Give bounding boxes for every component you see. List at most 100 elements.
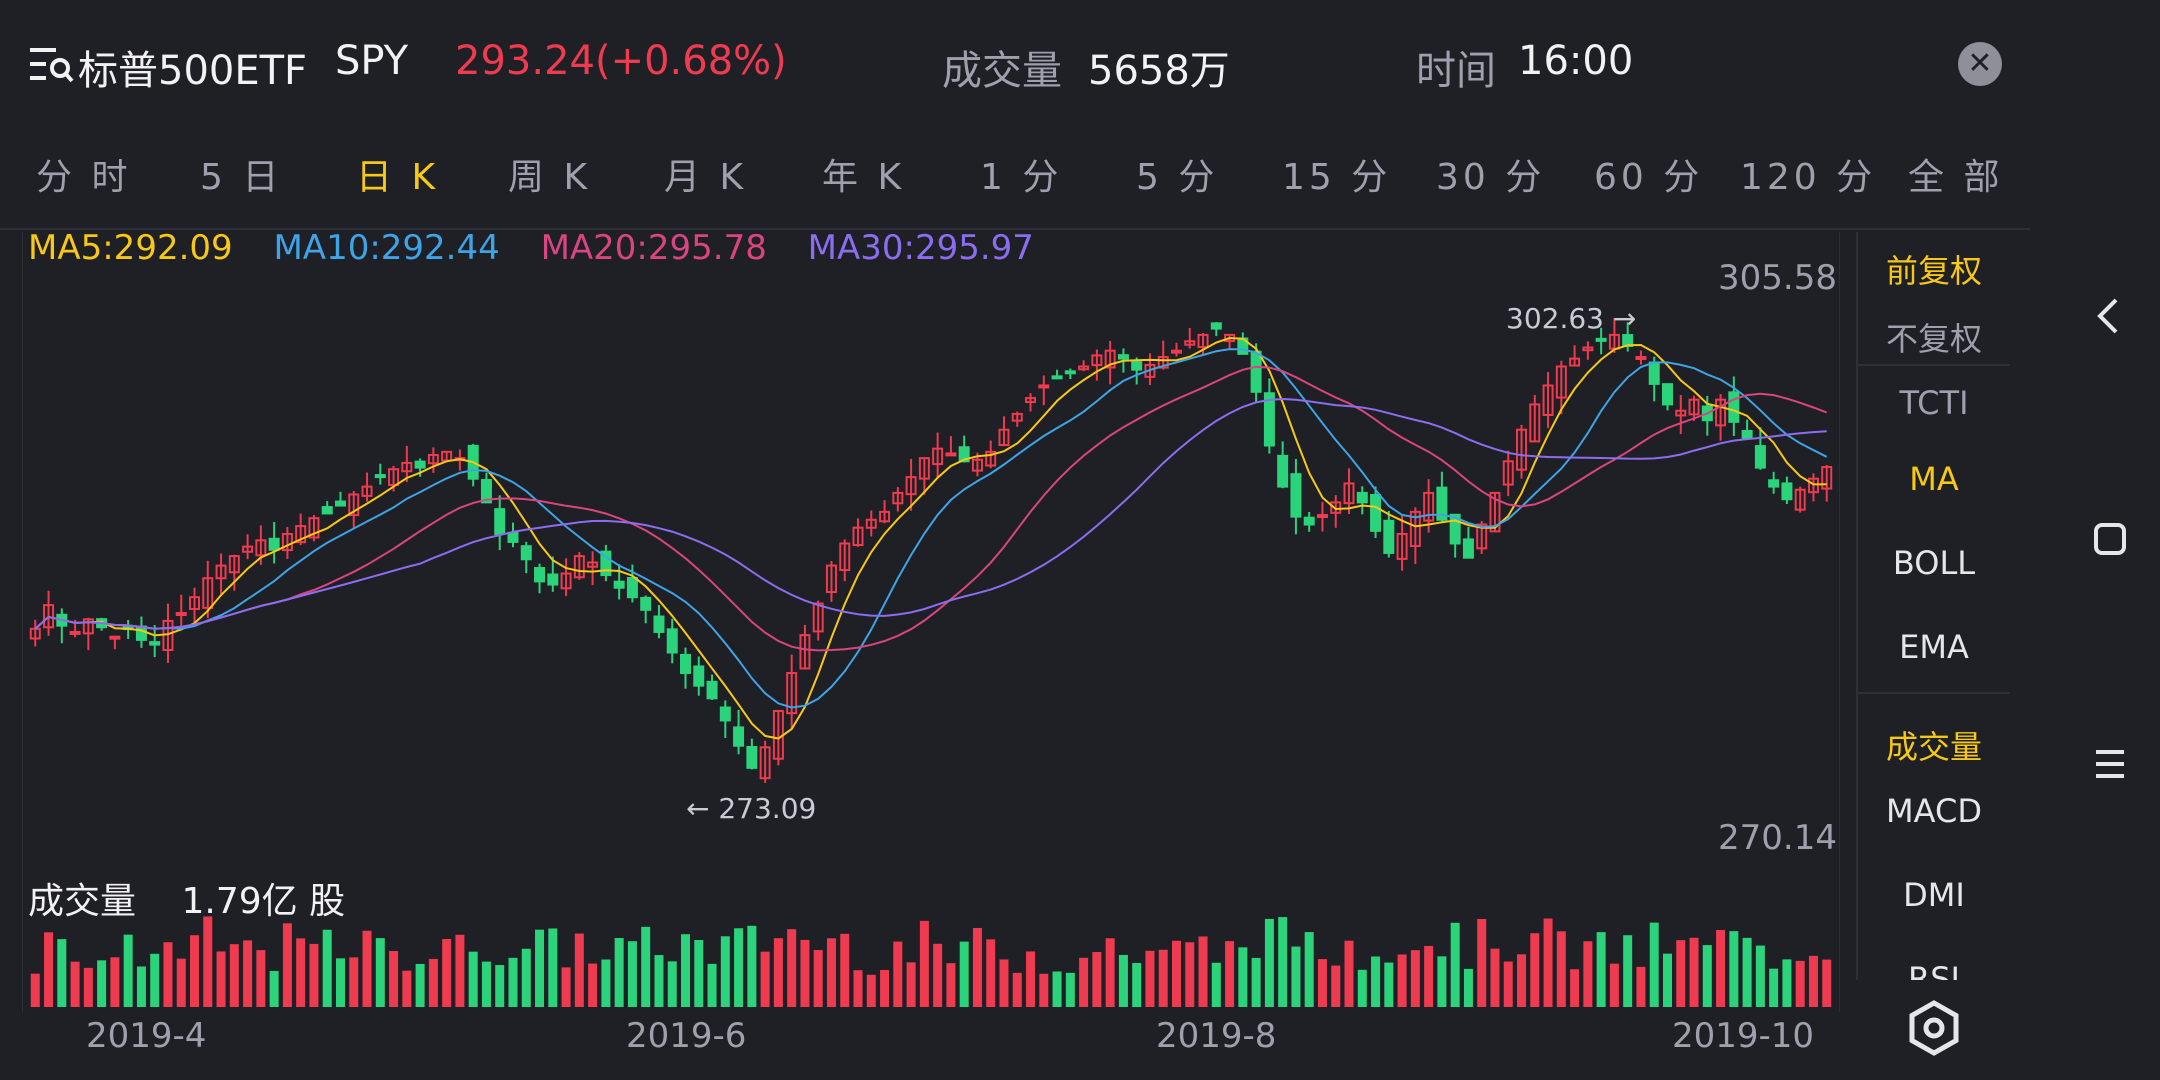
candle-body — [839, 542, 851, 572]
candle-body — [1436, 486, 1448, 521]
volume-bar — [190, 935, 200, 1007]
tab-item[interactable]: 120 分 — [1740, 157, 1877, 198]
menu-search-icon[interactable] — [30, 44, 74, 84]
recents-icon[interactable] — [2080, 734, 2140, 794]
indicator-tcti[interactable]: TCTI — [1899, 384, 1969, 422]
close-button[interactable]: ✕ — [1958, 42, 2002, 86]
volume-bar — [919, 920, 929, 1007]
volume-bar — [508, 957, 518, 1007]
candle-body — [1516, 428, 1528, 471]
price-change: 293.24(+0.68%) — [455, 38, 787, 84]
home-icon[interactable] — [2080, 510, 2140, 570]
candle-body — [1582, 346, 1594, 352]
candle-body — [1715, 398, 1727, 427]
settings-icon[interactable] — [1906, 1000, 1962, 1056]
volume-label: 成交量 — [942, 48, 1062, 94]
tab-item[interactable]: 周 K — [508, 157, 592, 198]
candle-body — [401, 461, 413, 473]
volume-bar — [1238, 947, 1248, 1007]
volume-bar — [1596, 932, 1606, 1007]
volume-bar — [296, 938, 306, 1007]
candle-body — [1754, 445, 1766, 469]
volume-bar — [1689, 937, 1699, 1007]
volume-bar — [309, 943, 319, 1007]
candle-body — [905, 476, 917, 496]
candle-body — [480, 479, 492, 504]
side-divider — [1858, 692, 2010, 694]
volume-bar — [455, 934, 465, 1007]
volume-bar — [1450, 922, 1460, 1007]
tab-item[interactable]: 1 分 — [980, 157, 1063, 198]
trough-annotation: ← 273.09 — [686, 792, 817, 825]
system-nav-bar — [2060, 0, 2160, 1080]
volume-bar — [243, 940, 253, 1007]
volume-bar — [1530, 933, 1540, 1007]
volume-bar — [44, 932, 54, 1007]
candle-body — [1157, 356, 1169, 369]
indicator-panel: 前复权 不复权 TCTI MA BOLL EMA 成交量 MACD DMI RS… — [1856, 232, 2010, 980]
volume-bar — [150, 953, 160, 1007]
candle-body — [1794, 488, 1806, 511]
volume-bar — [1702, 945, 1712, 1007]
tab-item[interactable]: 全 部 — [1908, 157, 2004, 198]
candle-body — [534, 567, 546, 583]
candle-body — [680, 653, 692, 675]
tab-item[interactable]: 30 分 — [1436, 157, 1546, 198]
candle-body — [1170, 349, 1182, 354]
candle-body — [520, 545, 532, 561]
volume-bar — [1171, 940, 1181, 1007]
indicator-boll[interactable]: BOLL — [1892, 544, 1976, 582]
time-label: 时间 — [1416, 48, 1496, 94]
candle-body — [1635, 356, 1647, 361]
tab-item[interactable]: 年 K — [822, 157, 906, 198]
indicator-volume[interactable]: 成交量 — [1885, 728, 1982, 766]
candle-body — [1648, 361, 1660, 385]
candle-body — [1555, 365, 1567, 399]
volume-bar — [1716, 929, 1726, 1007]
candle-body — [852, 526, 864, 547]
candle-body — [560, 572, 572, 590]
indicator-rsi[interactable]: RSI — [1908, 960, 1960, 980]
candle-body — [1675, 409, 1687, 417]
volume-bar — [442, 938, 452, 1007]
volume-bar — [1384, 962, 1394, 1007]
indicator-ema[interactable]: EMA — [1899, 628, 1969, 666]
date-label: 2019-10 — [1672, 1016, 1815, 1056]
tab-item[interactable]: 5 日 — [200, 157, 283, 198]
stock-symbol: SPY — [335, 38, 409, 84]
indicator-bufuquan[interactable]: 不复权 — [1885, 320, 1982, 358]
volume-bar — [1079, 957, 1089, 1007]
volume-bar — [1012, 972, 1022, 1007]
volume-bar — [256, 950, 266, 1007]
kline-chart[interactable] — [22, 232, 1840, 1012]
candle-body — [1091, 354, 1103, 367]
indicator-macd[interactable]: MACD — [1886, 792, 1982, 830]
volume-bar — [840, 933, 850, 1007]
indicator-dmi[interactable]: DMI — [1903, 876, 1965, 914]
volume-bar — [1344, 940, 1354, 1007]
volume-bar — [760, 951, 770, 1007]
tab-item[interactable]: 日 K — [356, 157, 440, 198]
candle-body — [1542, 384, 1554, 416]
tab-item[interactable]: 15 分 — [1282, 157, 1392, 198]
volume-bar — [720, 936, 730, 1007]
candle-body — [958, 446, 970, 463]
back-icon[interactable] — [2080, 286, 2140, 346]
volume-bar — [707, 963, 717, 1007]
volume-bar — [1463, 968, 1473, 1007]
candle-body — [1290, 473, 1302, 518]
date-label: 2019-6 — [626, 1016, 747, 1056]
ma5-label: MA5:292.09 — [28, 228, 233, 268]
tab-item[interactable]: 5 分 — [1136, 157, 1219, 198]
candle-body — [1064, 370, 1076, 375]
tab-item[interactable]: 60 分 — [1594, 157, 1704, 198]
indicator-qianfuquan[interactable]: 前复权 — [1885, 252, 1982, 290]
candle-body — [825, 564, 837, 594]
candle-body — [1449, 513, 1461, 545]
date-label: 2019-4 — [86, 1016, 207, 1056]
tab-item[interactable]: 分 时 — [36, 157, 132, 198]
indicator-ma[interactable]: MA — [1909, 460, 1959, 498]
volume-bar — [853, 970, 863, 1007]
tab-item[interactable]: 月 K — [664, 157, 748, 198]
volume-bar — [1424, 945, 1434, 1007]
